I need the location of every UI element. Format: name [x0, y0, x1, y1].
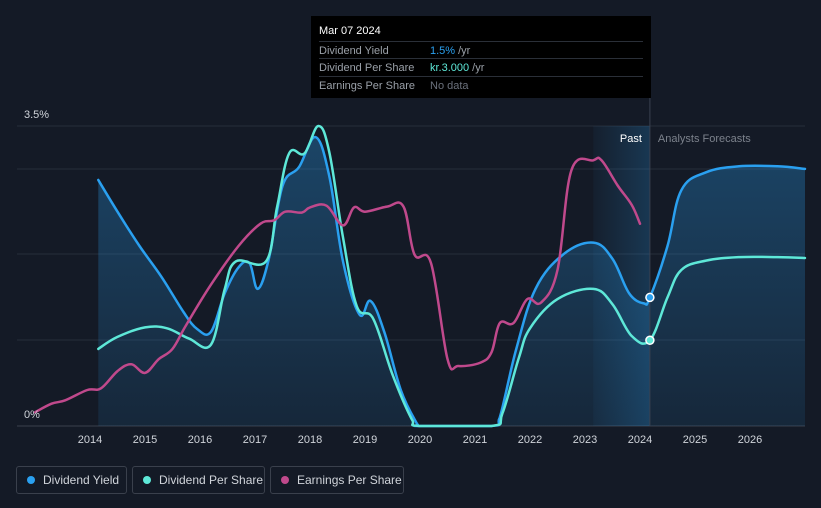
tooltip-value: kr.3.000/yr [430, 62, 484, 74]
tooltip-label: Dividend Per Share [319, 62, 415, 74]
legend-dot-icon [143, 476, 151, 484]
x-tick-label: 2020 [408, 434, 432, 446]
legend-label: Dividend Yield [43, 473, 120, 487]
x-tick-label: 2018 [298, 434, 322, 446]
tooltip-value-text: No data [430, 80, 469, 92]
x-tick-label: 2014 [78, 434, 102, 446]
series-line-earnings-per-share [33, 156, 642, 414]
tooltip-date: Mar 07 2024 [319, 25, 381, 37]
chart-lines [33, 124, 807, 428]
tooltip-row-dividend-yield: Dividend Yield 1.5%/yr [319, 41, 643, 60]
legend-label: Dividend Per Share [159, 473, 264, 487]
tooltip-label: Dividend Yield [319, 45, 389, 57]
marker-dividend-yield [645, 292, 655, 303]
x-tick-label: 2021 [463, 434, 487, 446]
legend-dividend-yield[interactable]: Dividend Yield [16, 466, 127, 494]
chart-markers [645, 292, 655, 346]
series-line-dividend-yield [97, 135, 807, 428]
tooltip-row-earnings-per-share: Earnings Per Share No data [319, 76, 643, 95]
x-tick-label: 2025 [683, 434, 707, 446]
tooltip-unit: /yr [472, 62, 485, 74]
past-label: Past [620, 133, 642, 145]
tooltip-value: 1.5%/yr [430, 45, 470, 57]
legend-label: Earnings Per Share [297, 473, 402, 487]
tooltip-unit: /yr [458, 45, 471, 57]
series-line-dividend-per-share [97, 124, 807, 428]
analysts-forecasts-label: Analysts Forecasts [658, 133, 751, 145]
legend-dot-icon [27, 476, 35, 484]
chart-tooltip: Mar 07 2024 Dividend Yield 1.5%/yr Divid… [311, 16, 651, 98]
x-tick-label: 2023 [573, 434, 597, 446]
x-tick-label: 2015 [133, 434, 157, 446]
y-tick-label: 0% [24, 409, 40, 421]
area-dividend-yield [98, 137, 806, 426]
x-tick-label: 2019 [353, 434, 377, 446]
legend-dot-icon [281, 476, 289, 484]
legend-earnings-per-share[interactable]: Earnings Per Share [270, 466, 404, 494]
x-tick-label: 2016 [188, 434, 212, 446]
marker-dividend-per-share [645, 335, 655, 346]
x-tick-label: 2026 [738, 434, 762, 446]
legend-dividend-per-share[interactable]: Dividend Per Share [132, 466, 265, 494]
chart-fills [98, 137, 806, 426]
x-tick-label: 2017 [243, 434, 267, 446]
x-tick-label: 2024 [628, 434, 652, 446]
y-tick-label: 3.5% [24, 109, 49, 121]
x-tick-label: 2022 [518, 434, 542, 446]
tooltip-label: Earnings Per Share [319, 80, 415, 92]
tooltip-value-text: kr.3.000 [430, 62, 470, 74]
tooltip-value: No data [430, 80, 469, 92]
axis-labels: 2014 2015 2016 2017 2018 2019 2020 2021 2022 2023… [24, 109, 762, 446]
tooltip-row-dividend-per-share: Dividend Per Share kr.3.000/yr [319, 58, 643, 77]
tooltip-value-text: 1.5% [430, 45, 456, 57]
